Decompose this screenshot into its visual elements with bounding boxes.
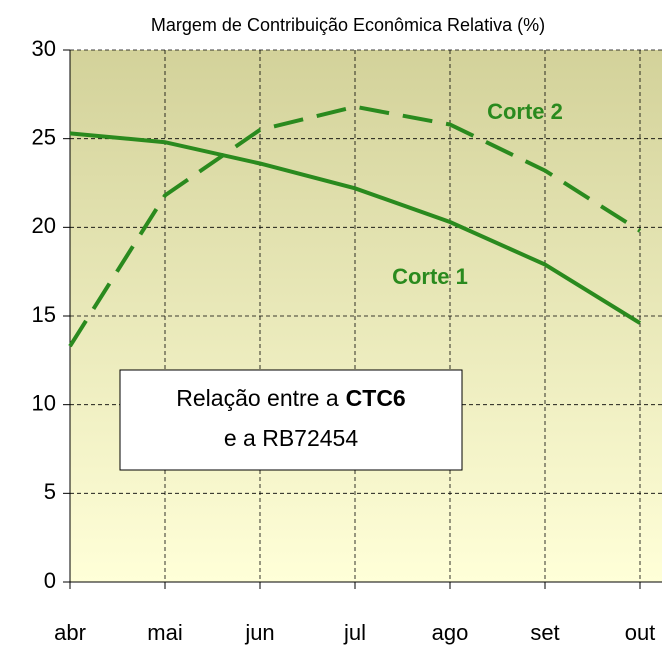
annotation-text: Relação entre a bbox=[176, 385, 339, 411]
x-tick-label: ago bbox=[432, 620, 469, 645]
y-tick-label: 30 bbox=[32, 36, 56, 61]
y-tick-label: 20 bbox=[32, 213, 56, 238]
y-tick-label: 5 bbox=[44, 479, 56, 504]
annotation-box bbox=[119, 369, 463, 471]
y-tick-label: 15 bbox=[32, 302, 56, 327]
series-line bbox=[69, 131, 642, 325]
x-tick-label: set bbox=[530, 620, 559, 645]
annotation-text: CTC6 bbox=[346, 385, 406, 411]
chart-title: Margem de Contribuição Econômica Relativ… bbox=[151, 15, 545, 35]
y-tick-label: 25 bbox=[32, 124, 56, 149]
x-tick-label: mai bbox=[147, 620, 182, 645]
x-tick-label: jul bbox=[343, 620, 366, 645]
series-label: Corte 1 bbox=[392, 264, 468, 289]
series-line bbox=[68, 104, 642, 348]
y-tick-label: 10 bbox=[32, 390, 56, 415]
y-tick-label: 0 bbox=[44, 568, 56, 593]
annotation-text: Relação entre a CTC6 bbox=[176, 385, 405, 411]
x-tick-label: jun bbox=[244, 620, 274, 645]
annotation-text: e a RB72454 bbox=[224, 425, 358, 451]
series-label: Corte 2 bbox=[487, 99, 563, 124]
x-tick-label: out bbox=[625, 620, 656, 645]
x-tick-label: abr bbox=[54, 620, 86, 645]
